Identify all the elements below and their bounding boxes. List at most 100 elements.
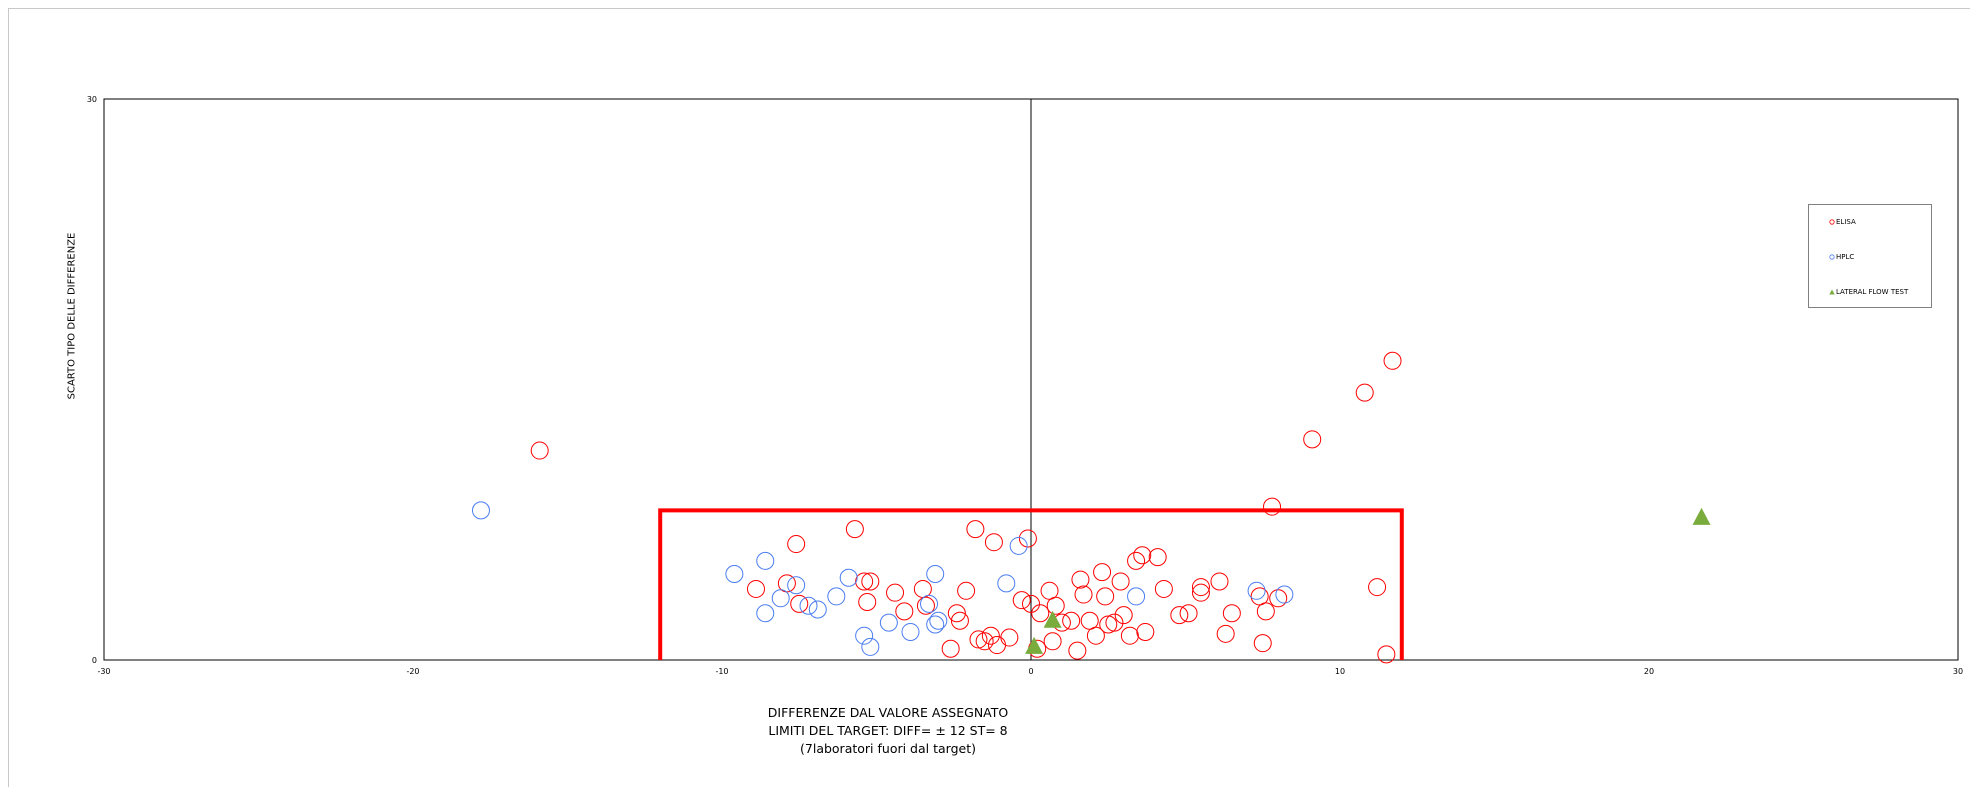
- data-point-circle: [861, 637, 880, 656]
- data-point-triangle: [1043, 610, 1062, 628]
- data-point-circle: [1022, 594, 1040, 613]
- legend-item-lateral-flow-test: LATERAL FLOW TEST: [1829, 288, 1908, 297]
- data-point-circle: [1191, 578, 1210, 597]
- data-point-circle: [1074, 585, 1093, 604]
- data-point-circle: [1383, 351, 1402, 370]
- legend-item-hplc: HPLC: [1829, 253, 1854, 262]
- legend-label: LATERAL FLOW TEST: [1836, 288, 1909, 296]
- data-point-circle: [1210, 572, 1229, 591]
- y-axis-label: SCARTO TIPO DELLE DIFFERENZE: [66, 232, 78, 400]
- data-point-circle: [1040, 581, 1059, 600]
- series-hplc: [471, 501, 1294, 656]
- data-point-circle: [1012, 591, 1031, 610]
- y-tick-label: 30: [87, 95, 97, 104]
- x-tick-label: -20: [406, 667, 419, 676]
- data-point-circle: [966, 520, 985, 539]
- data-point-circle: [1018, 529, 1037, 548]
- legend: ELISA HPLC LATERAL FLOW TEST: [1808, 204, 1932, 308]
- data-point-circle: [957, 581, 976, 600]
- data-point-circle: [1222, 604, 1241, 623]
- legend-label: HPLC: [1836, 253, 1855, 261]
- data-point-circle: [808, 600, 827, 619]
- data-point-triangle: [1692, 507, 1711, 525]
- legend-item-elisa: ELISA: [1829, 218, 1856, 227]
- data-point-circle: [756, 604, 775, 623]
- data-point-triangle: [1025, 636, 1044, 654]
- triangle-marker-icon: [1829, 289, 1835, 295]
- data-point-circle: [1099, 615, 1118, 634]
- data-point-circle: [1043, 632, 1062, 651]
- data-point-circle: [725, 564, 744, 583]
- target-limit-box: [658, 508, 1404, 660]
- data-point-circle: [861, 572, 880, 591]
- x-tick-label: 0: [1028, 667, 1033, 676]
- data-point-circle: [984, 533, 1003, 552]
- data-point-circle: [1062, 611, 1081, 630]
- data-point-circle: [1191, 583, 1210, 602]
- data-point-circle: [1148, 548, 1167, 567]
- data-point-circle: [950, 611, 969, 630]
- data-point-circle: [981, 626, 1000, 645]
- y-tick-label: 0: [92, 656, 97, 665]
- data-point-circle: [1256, 602, 1275, 621]
- data-point-circle: [975, 632, 994, 651]
- data-point-circle: [1120, 626, 1139, 645]
- data-point-circle: [787, 535, 806, 554]
- data-point-circle: [916, 596, 935, 615]
- data-point-circle: [1136, 622, 1155, 641]
- data-point-circle: [1368, 578, 1387, 597]
- chart-frame: [8, 8, 1970, 787]
- data-point-circle: [926, 615, 945, 634]
- data-point-circle: [858, 593, 877, 612]
- data-point-circle: [471, 501, 490, 520]
- data-point-circle: [790, 594, 809, 613]
- data-point-circle: [845, 520, 864, 539]
- x-tick-label: 20: [1644, 667, 1654, 676]
- data-point-circle: [901, 622, 920, 641]
- data-point-circle: [855, 626, 874, 645]
- data-point-circle: [1263, 497, 1282, 516]
- data-point-circle: [1096, 587, 1115, 606]
- data-point-circle: [1114, 606, 1133, 625]
- data-point-circle: [920, 594, 939, 613]
- data-point-circle: [1253, 634, 1272, 653]
- data-point-circle: [1250, 587, 1269, 606]
- data-point-circle: [1127, 587, 1146, 606]
- data-point-circle: [1275, 585, 1294, 604]
- data-point-circle: [1031, 604, 1050, 623]
- x-axis-label-line-3: (7laboratori fuori dal target): [800, 741, 976, 756]
- data-point-circle: [1216, 624, 1235, 643]
- data-point-circle: [926, 564, 945, 583]
- data-point-circle: [997, 574, 1016, 593]
- x-tick-label: 30: [1953, 667, 1963, 676]
- data-point-circle: [929, 611, 948, 630]
- series-elisa: [530, 351, 1402, 664]
- data-point-circle: [1269, 589, 1288, 608]
- data-point-circle: [1154, 579, 1173, 598]
- data-point-circle: [1000, 628, 1019, 647]
- data-point-circle: [1086, 626, 1105, 645]
- data-point-circle: [886, 583, 905, 602]
- data-point-circle: [1127, 551, 1146, 570]
- data-point-circle: [1071, 570, 1090, 589]
- data-point-circle: [1133, 546, 1152, 565]
- data-point-circle: [879, 613, 898, 632]
- data-point-circle: [799, 596, 818, 615]
- data-point-circle: [839, 568, 858, 587]
- data-point-circle: [1111, 572, 1130, 591]
- axes: -30 -20 -10 0 10 20 30 0 30: [87, 95, 1963, 676]
- data-point-circle: [756, 551, 775, 570]
- circle-marker-icon: [1829, 254, 1835, 260]
- data-point-circle: [1355, 383, 1374, 402]
- data-point-circle: [1080, 611, 1099, 630]
- data-point-circle: [913, 579, 932, 598]
- data-point-circle: [1105, 613, 1124, 632]
- x-axis-label-line-1: DIFFERENZE DAL VALORE ASSEGNATO: [767, 705, 1009, 720]
- x-tick-label: -30: [97, 667, 110, 676]
- data-point-circle: [1179, 604, 1198, 623]
- data-point-circle: [827, 587, 846, 606]
- x-tick-label: -10: [715, 667, 728, 676]
- target-region: [658, 508, 1404, 660]
- data-point-circle: [895, 602, 914, 621]
